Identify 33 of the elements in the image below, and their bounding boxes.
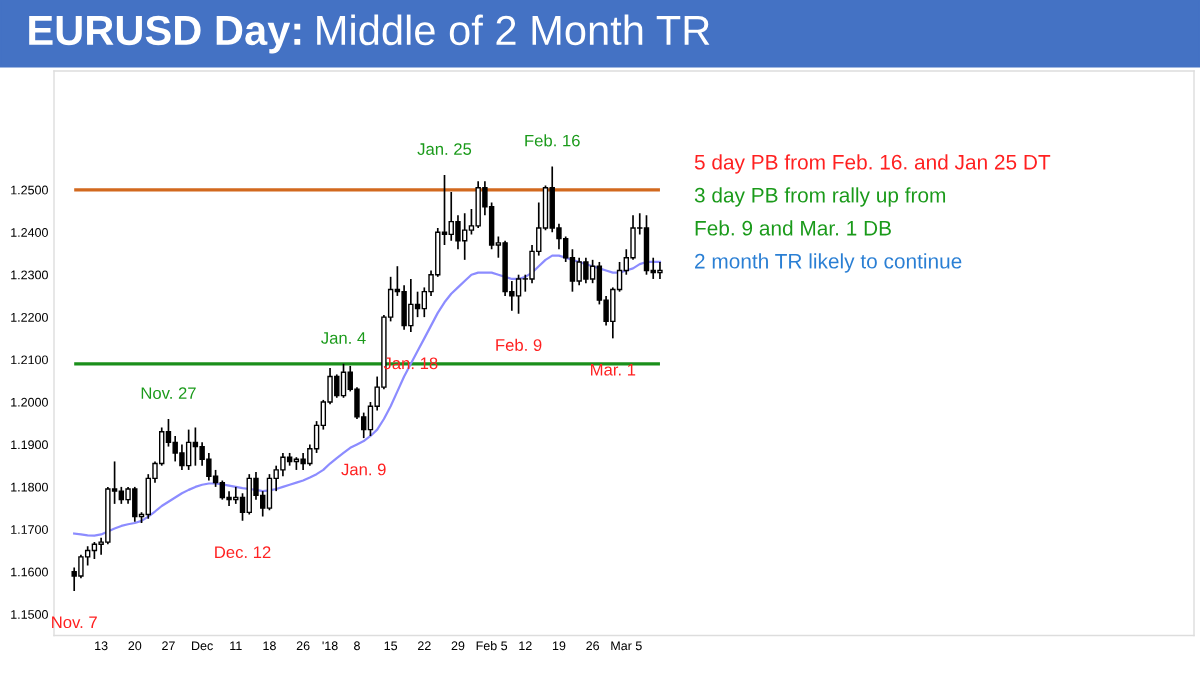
text: 5 day PB from Feb. 16. and Jan 25 DT (694, 154, 1051, 174)
annotation: Nov. 27 (141, 387, 196, 400)
candlestick (408, 278, 414, 333)
candlestick (179, 443, 185, 471)
candlestick (266, 473, 273, 512)
chart-title: EURUSD Day: Middle of 2 Month TR (29, 14, 710, 54)
annotation: Feb. 16 (525, 134, 580, 147)
text: 3 day PB from rally up from (694, 187, 946, 207)
annotation: Jan. 25 (417, 143, 472, 155)
candlestick (185, 428, 192, 471)
text: Feb. 9 and Mar. 1 DB (695, 220, 891, 236)
candlestick (461, 212, 468, 261)
annotation: Jan. 9 (341, 463, 386, 476)
candlestick (475, 180, 481, 229)
text: 2 month TR likely to continue (695, 253, 962, 273)
candlestick (219, 479, 226, 501)
annotation: Feb. 9 (496, 338, 542, 351)
candlestick (246, 473, 252, 516)
candlestick (643, 214, 650, 276)
candlestick (515, 273, 522, 315)
candlestick (583, 256, 589, 285)
annotation: Jan. 4 (321, 332, 366, 344)
candlestick (576, 256, 582, 287)
candlestick (448, 191, 454, 242)
annotation: Jan. 18 (383, 357, 438, 370)
candlestick (334, 373, 340, 399)
annotation: Dec. 12 (215, 546, 271, 559)
annotation: Nov. 7 (52, 616, 97, 629)
annotation: Mar. 1 (591, 363, 636, 376)
candlestick (340, 362, 347, 399)
candlestick (657, 261, 663, 280)
candlestick (233, 486, 239, 505)
candlestick (132, 486, 138, 523)
